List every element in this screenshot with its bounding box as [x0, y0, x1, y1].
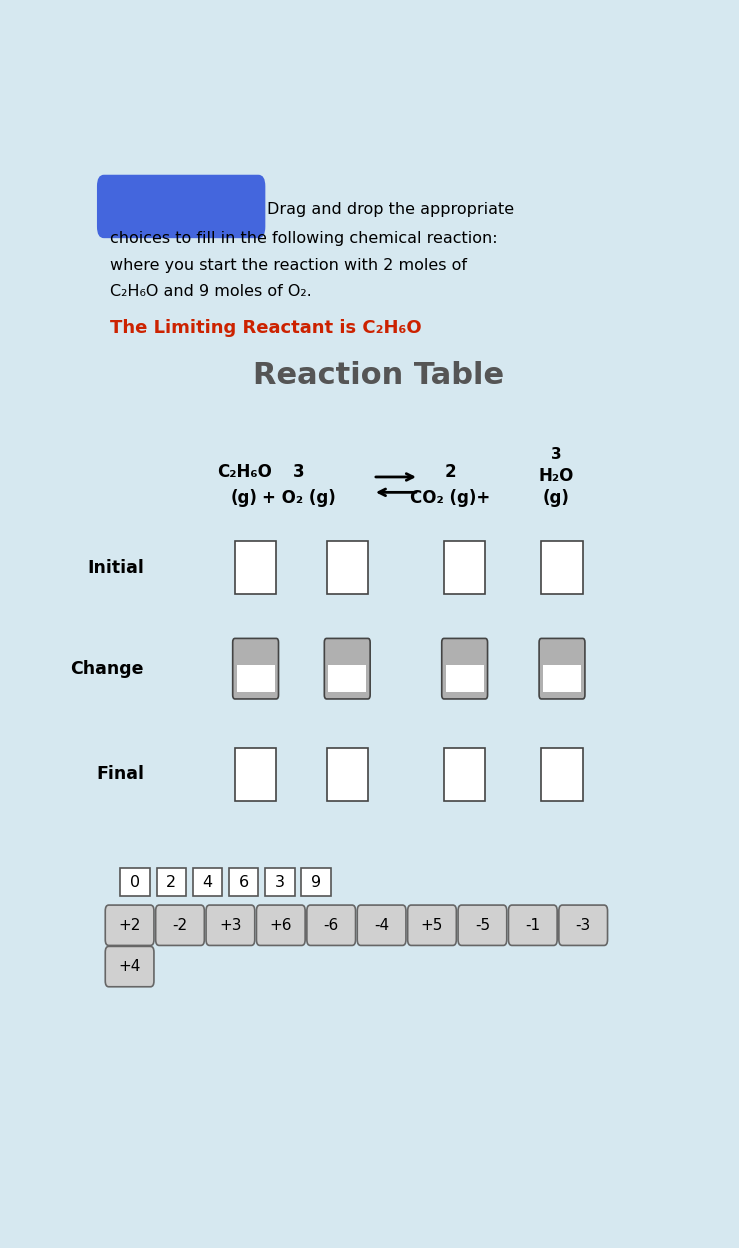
Text: -2: -2 — [172, 917, 188, 932]
Bar — [327, 748, 368, 801]
Text: Initial: Initial — [87, 559, 144, 577]
Text: -5: -5 — [475, 917, 490, 932]
FancyBboxPatch shape — [458, 905, 507, 946]
Bar — [444, 748, 486, 801]
FancyBboxPatch shape — [539, 639, 585, 699]
FancyBboxPatch shape — [206, 905, 255, 946]
Bar — [120, 867, 150, 896]
Text: Reaction Table: Reaction Table — [253, 361, 504, 391]
FancyBboxPatch shape — [307, 905, 355, 946]
Text: (g): (g) — [543, 489, 570, 507]
Text: 0: 0 — [130, 875, 140, 890]
FancyBboxPatch shape — [324, 639, 370, 699]
Bar — [543, 665, 581, 693]
Text: 9: 9 — [310, 875, 321, 890]
FancyBboxPatch shape — [105, 905, 154, 946]
Bar — [228, 867, 259, 896]
Bar — [236, 665, 274, 693]
Bar — [301, 867, 330, 896]
Text: -1: -1 — [525, 917, 540, 932]
Text: Change: Change — [70, 660, 144, 678]
FancyBboxPatch shape — [105, 946, 154, 987]
Text: 3: 3 — [275, 875, 285, 890]
Bar — [157, 867, 186, 896]
Text: where you start the reaction with 2 moles of: where you start the reaction with 2 mole… — [109, 257, 466, 272]
Text: 2: 2 — [445, 463, 456, 480]
Text: C₂H₆O: C₂H₆O — [217, 463, 272, 480]
Text: Drag and drop the appropriate: Drag and drop the appropriate — [267, 202, 514, 217]
FancyBboxPatch shape — [559, 905, 607, 946]
Text: 6: 6 — [239, 875, 248, 890]
Text: CO₂ (g)+: CO₂ (g)+ — [410, 489, 491, 507]
FancyBboxPatch shape — [357, 905, 406, 946]
Text: +4: +4 — [118, 958, 141, 975]
Text: +3: +3 — [219, 917, 242, 932]
Bar — [327, 542, 368, 594]
Bar — [328, 665, 366, 693]
Text: Final: Final — [96, 765, 144, 784]
Bar — [193, 867, 222, 896]
Text: -3: -3 — [576, 917, 590, 932]
Bar — [542, 542, 582, 594]
Text: H₂O: H₂O — [539, 467, 574, 484]
Text: -6: -6 — [324, 917, 338, 932]
Text: + O₂ (g): + O₂ (g) — [262, 489, 336, 507]
Bar — [235, 748, 276, 801]
Text: (g): (g) — [231, 489, 258, 507]
Text: 4: 4 — [202, 875, 213, 890]
FancyBboxPatch shape — [156, 905, 205, 946]
Text: 2: 2 — [166, 875, 177, 890]
FancyBboxPatch shape — [408, 905, 457, 946]
FancyBboxPatch shape — [97, 175, 265, 238]
Text: C₂H₆O and 9 moles of O₂.: C₂H₆O and 9 moles of O₂. — [109, 285, 311, 300]
FancyBboxPatch shape — [442, 639, 488, 699]
Bar — [444, 542, 486, 594]
Bar — [265, 867, 295, 896]
Text: +2: +2 — [118, 917, 141, 932]
FancyBboxPatch shape — [256, 905, 305, 946]
Text: +6: +6 — [270, 917, 292, 932]
Text: -4: -4 — [374, 917, 389, 932]
Bar — [542, 748, 582, 801]
Text: 3: 3 — [551, 447, 562, 462]
Text: choices to fill in the following chemical reaction:: choices to fill in the following chemica… — [109, 231, 497, 246]
Text: 3: 3 — [293, 463, 304, 480]
FancyBboxPatch shape — [233, 639, 279, 699]
Bar — [235, 542, 276, 594]
Text: +5: +5 — [420, 917, 443, 932]
Text: The Limiting Reactant is C₂H₆O: The Limiting Reactant is C₂H₆O — [109, 318, 421, 337]
FancyBboxPatch shape — [508, 905, 557, 946]
Bar — [446, 665, 483, 693]
